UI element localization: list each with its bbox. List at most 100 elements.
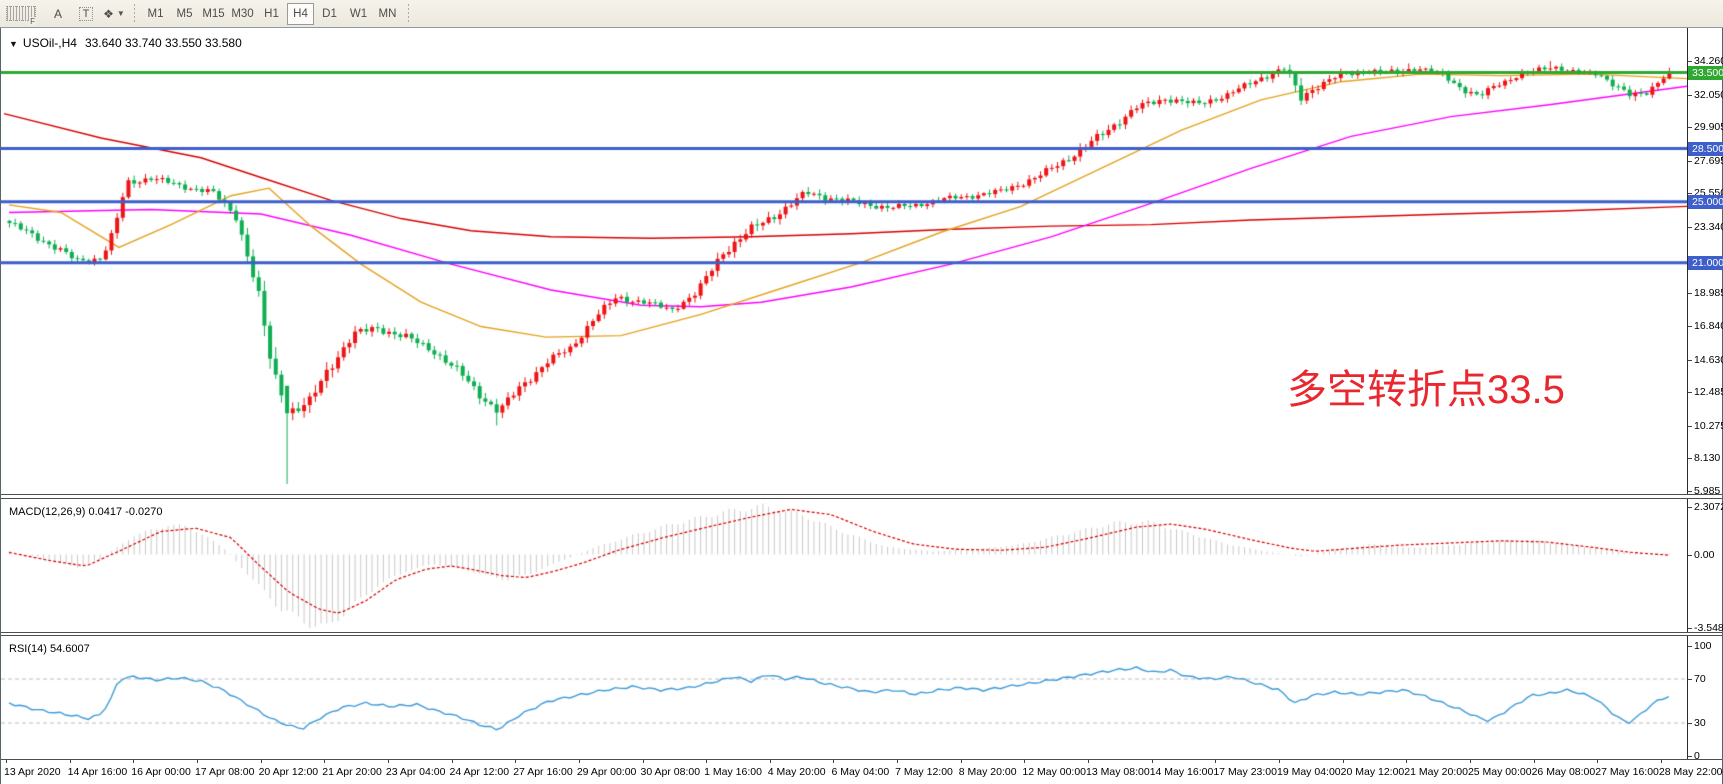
time-label: 21 Apr 20:00	[322, 766, 382, 778]
timeframe-button-d1[interactable]: D1	[316, 3, 343, 25]
time-tick	[960, 760, 962, 763]
axis-tick	[1688, 554, 1692, 556]
axis-tick	[1688, 646, 1692, 647]
time-label: 20 Apr 12:00	[258, 766, 319, 778]
price-level-label: 33.500	[1688, 66, 1723, 80]
time-label: 23 Apr 04:00	[385, 766, 446, 778]
timeframe-button-m1[interactable]: M1	[142, 3, 169, 25]
time-tick	[1088, 760, 1090, 763]
timeframe-button-mn[interactable]: MN	[374, 3, 401, 25]
price-level-label: 21.000	[1688, 256, 1723, 270]
time-tick	[451, 760, 453, 763]
main-chart-canvas[interactable]	[1, 28, 1687, 494]
chart-text-annotation[interactable]: 多空转折点33.5	[1287, 368, 1565, 412]
time-label: 17 May 23:00	[1213, 766, 1277, 778]
time-label: 26 May 08:00	[1531, 766, 1596, 778]
timeframe-button-h4[interactable]: H4	[287, 2, 314, 25]
time-label: 29 Apr 00:00	[576, 766, 637, 778]
axis-tick-label: 32.050	[1694, 89, 1723, 101]
axis-tick-label: 70	[1694, 673, 1706, 685]
axis-tick-label: 16.840	[1694, 320, 1723, 332]
rsi-axis[interactable]: 100 70 30 0	[1687, 636, 1723, 762]
time-tick	[1469, 760, 1471, 763]
time-tick	[1151, 760, 1153, 763]
axis-tick-label: 100	[1694, 640, 1712, 652]
macd-canvas[interactable]	[1, 499, 1687, 632]
price-axis[interactable]: 34.260 32.050 29.905 27.695 25.550 23.340 18.9…	[1687, 28, 1723, 497]
time-tick	[769, 760, 771, 763]
axis-tick	[1688, 628, 1692, 629]
axis-tick-label: 10.275	[1694, 420, 1723, 432]
symbol-dropdown-icon: ▼	[9, 39, 18, 49]
timeframe-button-w1[interactable]: W1	[345, 3, 372, 25]
time-tick	[1406, 760, 1408, 763]
axis-tick-label: 0.00	[1694, 548, 1715, 561]
axis-tick	[1688, 293, 1692, 294]
axis-tick	[1688, 507, 1692, 508]
rsi-canvas[interactable]	[1, 636, 1687, 759]
time-tick	[260, 760, 262, 763]
axis-tick-label: 0	[1694, 750, 1700, 762]
time-label: 8 May 20:00	[958, 766, 1017, 778]
time-tick	[1215, 760, 1217, 763]
timeframe-button-m5[interactable]: M5	[171, 3, 198, 25]
time-tick	[642, 760, 644, 763]
letter-a-icon: A	[53, 6, 62, 21]
rsi-panel: RSI(14) 54.6007 100 70 30 0	[1, 636, 1723, 762]
time-tick	[387, 760, 389, 763]
time-label: 13 May 08:00	[1086, 766, 1150, 778]
macd-label: MACD(12,26,9) 0.0417 -0.0270	[9, 506, 163, 518]
toolbar: F A T ❖ ▼ M1 M5 M15 M30 H1 H4 D1 W1 MN	[0, 0, 1723, 28]
time-label: 4 May 20:00	[767, 766, 826, 778]
axis-tick-label: 34.260	[1694, 55, 1723, 67]
chart-symbol-header: ▼ USOil-,H4 33.640 33.740 33.550 33.580	[9, 36, 242, 50]
price-level-label: 25.000	[1688, 195, 1723, 209]
axis-tick	[1688, 61, 1692, 62]
label-tool-button[interactable]: A	[46, 3, 70, 25]
time-tick	[1597, 760, 1599, 763]
axis-tick	[1688, 426, 1692, 427]
time-tick	[833, 760, 835, 763]
letter-t-icon: T	[78, 6, 94, 21]
time-label: 19 May 04:00	[1277, 766, 1341, 778]
axis-tick-label: 14.630	[1694, 354, 1723, 366]
time-tick	[1533, 760, 1535, 763]
panel-splitter[interactable]	[1, 632, 1722, 636]
time-tick	[1660, 760, 1662, 763]
time-tick	[196, 760, 198, 763]
timeframe-button-h1[interactable]: H1	[258, 3, 285, 25]
axis-tick-label: 23.340	[1694, 221, 1723, 233]
axis-tick	[1688, 326, 1692, 327]
axis-tick-label: 12.485	[1694, 386, 1723, 398]
time-axis[interactable]: 13 Apr 2020 14 Apr 16:00 16 Apr 00:00 17 Ap…	[1, 759, 1723, 783]
time-label: 16 Apr 00:00	[131, 766, 191, 778]
time-tick	[69, 760, 71, 763]
arrows-tool-button[interactable]: ❖ ▼	[102, 3, 126, 25]
dropdown-caret-icon: ▼	[116, 9, 125, 18]
axis-tick-label: 18.985	[1694, 287, 1723, 299]
time-tick	[515, 760, 517, 763]
timeframe-button-m15[interactable]: M15	[200, 3, 227, 25]
macd-axis[interactable]: 2.3072 0.00 -3.5484	[1687, 499, 1723, 634]
axis-tick	[1688, 756, 1692, 757]
time-tick	[6, 760, 7, 763]
time-label: 14 Apr 16:00	[67, 766, 128, 778]
time-tick	[706, 760, 708, 763]
time-label: 25 May 00:00	[1467, 766, 1532, 778]
axis-tick	[1688, 360, 1692, 361]
text-tool-button[interactable]: T	[74, 3, 98, 25]
panel-splitter[interactable]	[1, 494, 1722, 499]
axis-tick	[1688, 491, 1692, 492]
time-label: 14 May 16:00	[1149, 766, 1214, 778]
time-label: 30 Apr 08:00	[640, 766, 701, 778]
ohlc-values: 33.640 33.740 33.550 33.580	[84, 36, 242, 50]
price-level-label: 28.500	[1688, 142, 1723, 156]
time-label: 20 May 12:00	[1340, 766, 1405, 778]
toolbar-grip-icon[interactable]: F	[6, 6, 36, 26]
time-label: 17 Apr 08:00	[194, 766, 255, 778]
timeframe-button-m30[interactable]: M30	[229, 3, 256, 25]
axis-tick	[1688, 723, 1692, 724]
time-label: 27 Apr 16:00	[513, 766, 573, 778]
time-tick	[1342, 760, 1344, 763]
time-tick	[1279, 760, 1280, 763]
